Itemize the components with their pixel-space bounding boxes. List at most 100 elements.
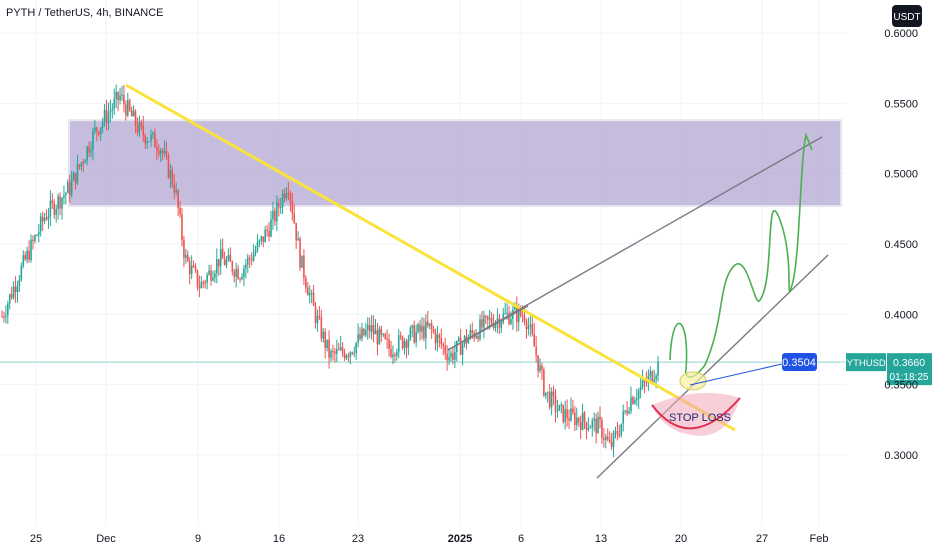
candle-body <box>527 326 530 329</box>
y-axis: 0.6000 0.5500 0.5000 0.4500 0.4000 0.3500 0.30… <box>884 28 918 462</box>
last-price-badge <box>887 353 932 386</box>
candle-body <box>322 331 325 339</box>
candle-body <box>177 190 179 208</box>
candle-body <box>281 193 284 207</box>
candle-body <box>605 436 607 440</box>
candle-body <box>566 409 568 419</box>
candle-body <box>276 202 278 222</box>
candle-body <box>179 207 181 215</box>
candle-body <box>225 260 228 266</box>
candle-body <box>612 432 615 447</box>
candle-body <box>37 231 40 236</box>
entry-line <box>689 363 783 386</box>
candle-body <box>314 305 317 324</box>
candle-body <box>543 369 545 396</box>
candle-body <box>496 318 499 323</box>
candle-body <box>1 316 3 318</box>
candle-body <box>508 312 510 324</box>
candle-body <box>57 196 59 209</box>
channel-upper-extension <box>447 305 529 351</box>
candle-body <box>318 316 321 318</box>
candle-body <box>452 353 454 360</box>
candle-body <box>310 292 313 294</box>
candle-body <box>47 216 50 220</box>
candle-body <box>486 316 489 320</box>
candle-body <box>568 418 570 421</box>
candle-body <box>24 255 27 260</box>
candle-body <box>150 134 152 142</box>
candle-body <box>608 440 611 442</box>
candle-body <box>175 190 177 193</box>
candle-body <box>183 240 185 258</box>
candle-body <box>440 337 443 345</box>
candle-body <box>556 410 559 412</box>
candle-body <box>415 331 417 343</box>
candle-body <box>171 170 174 185</box>
candle-body <box>641 380 644 387</box>
candle-body <box>70 180 73 195</box>
candle-body <box>523 315 526 322</box>
candle-body <box>231 261 234 272</box>
candle-body <box>154 132 156 148</box>
candle-body <box>384 334 386 339</box>
candle-body <box>97 131 100 135</box>
candle-body <box>545 392 547 396</box>
candle-body <box>128 100 131 110</box>
candle-body <box>341 347 344 353</box>
candle-body <box>475 335 477 338</box>
candle-body <box>374 330 377 335</box>
candle-body <box>196 270 199 287</box>
candle-body <box>264 229 266 243</box>
x-tick-label: 16 <box>273 533 285 545</box>
candle-body <box>334 351 336 354</box>
candle-body <box>517 307 520 323</box>
candle-body <box>53 202 56 215</box>
candle-body <box>521 315 524 317</box>
candle-body <box>148 141 150 143</box>
x-tick-label: 20 <box>675 533 687 545</box>
candle-body <box>401 336 404 349</box>
candle-body <box>535 346 537 356</box>
candle-body <box>397 335 400 353</box>
candles <box>1 84 659 458</box>
y-tick-label: 0.4500 <box>884 239 918 251</box>
candle-body <box>26 250 28 260</box>
channel-upper-line <box>447 136 823 351</box>
candle-body <box>132 111 135 117</box>
y-tick-label: 0.5500 <box>884 98 918 110</box>
candle-body <box>626 410 628 414</box>
resistance-zone <box>68 119 842 208</box>
candle-body <box>88 146 90 153</box>
candle-body <box>198 286 201 289</box>
candle-body <box>103 110 106 122</box>
candle-body <box>471 329 474 333</box>
currency-button[interactable]: USDT <box>892 5 922 27</box>
candle-body <box>634 400 636 404</box>
candle-body <box>488 318 491 320</box>
candle-body <box>63 195 65 198</box>
candle-body <box>343 352 346 359</box>
candle-body <box>546 391 549 393</box>
candle-body <box>494 322 497 328</box>
candle-body <box>210 270 212 281</box>
candle-body <box>570 408 572 421</box>
candle-body <box>386 338 388 340</box>
candle-body <box>245 264 247 269</box>
candle-body <box>39 216 42 232</box>
candle-body <box>169 170 172 178</box>
candle-body <box>603 437 605 440</box>
candle-body <box>355 342 357 354</box>
candle-body <box>16 285 19 292</box>
candle-body <box>339 347 342 350</box>
candle-body <box>409 327 412 340</box>
candle-body <box>192 265 195 268</box>
candle-body <box>618 434 621 436</box>
candle-body <box>425 321 427 339</box>
candle-body <box>574 412 576 425</box>
candle-body <box>645 382 648 384</box>
candle-body <box>506 312 508 314</box>
candle-body <box>622 411 625 424</box>
candle-body <box>22 255 25 266</box>
candle-body <box>252 253 255 261</box>
candle-body <box>157 150 160 154</box>
